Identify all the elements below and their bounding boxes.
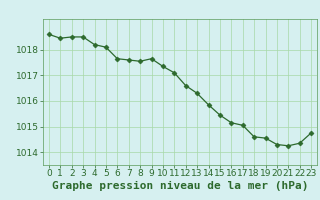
X-axis label: Graphe pression niveau de la mer (hPa): Graphe pression niveau de la mer (hPa) [52,181,308,191]
